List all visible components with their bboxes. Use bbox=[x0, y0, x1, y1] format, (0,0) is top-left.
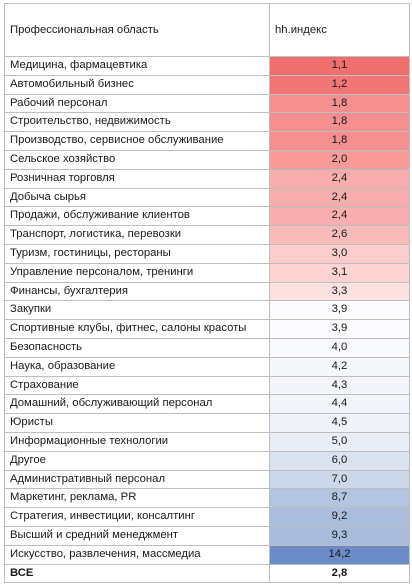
area-cell[interactable]: Маркетинг, реклама, PR bbox=[4, 488, 270, 509]
index-cell[interactable]: 1,8 bbox=[269, 93, 410, 114]
index-cell[interactable]: 9,2 bbox=[269, 507, 410, 527]
area-cell[interactable]: Автомобильный бизнес bbox=[4, 74, 270, 95]
area-cell[interactable]: Информационные технологии bbox=[4, 431, 270, 452]
area-cell[interactable]: Страхование bbox=[4, 375, 270, 396]
area-cell[interactable]: Стратегия, инвестиции, консалтинг bbox=[4, 507, 270, 527]
header-row: Профессиональная область hh.индекс bbox=[4, 3, 410, 57]
table-row: Строительство, недвижимость 1,8 bbox=[4, 112, 410, 133]
table-row: Сельское хозяйство 2,0 bbox=[4, 149, 410, 170]
index-cell[interactable]: 14,2 bbox=[269, 544, 410, 565]
table-row: Страхование 4,3 bbox=[4, 375, 410, 396]
index-cell[interactable]: 4,5 bbox=[269, 413, 410, 433]
index-cell[interactable]: 8,7 bbox=[269, 488, 410, 509]
table-row: Другое 6,0 bbox=[4, 450, 410, 471]
table-row: Высший и средний менеджмент 9,3 bbox=[4, 525, 410, 546]
index-cell[interactable]: 3,1 bbox=[269, 262, 410, 283]
table-row: Розничная торговля 2,4 bbox=[4, 168, 410, 189]
index-cell[interactable]: 5,0 bbox=[269, 431, 410, 452]
table-row: Транспорт, логистика, перевозки 2,6 bbox=[4, 225, 410, 245]
total-area-cell[interactable]: ВСЕ bbox=[4, 563, 270, 584]
area-cell[interactable]: Производство, сервисное обслуживание bbox=[4, 131, 270, 151]
total-row: ВСЕ 2,8 bbox=[4, 563, 410, 584]
area-cell[interactable]: Строительство, недвижимость bbox=[4, 112, 270, 133]
table-row: Юристы 4,5 bbox=[4, 413, 410, 433]
index-cell[interactable]: 1,1 bbox=[269, 56, 410, 76]
area-cell[interactable]: Управление персоналом, тренинги bbox=[4, 262, 270, 283]
table-row: Медицина, фармацевтика 1,1 bbox=[4, 56, 410, 76]
index-cell[interactable]: 3,3 bbox=[269, 281, 410, 302]
index-cell[interactable]: 2,4 bbox=[269, 187, 410, 208]
table-row: Искусство, развлечения, массмедиа 14,2 bbox=[4, 544, 410, 565]
area-cell[interactable]: Закупки bbox=[4, 300, 270, 321]
area-cell[interactable]: Розничная торговля bbox=[4, 168, 270, 189]
index-cell[interactable]: 3,9 bbox=[269, 300, 410, 321]
index-cell[interactable]: 3,9 bbox=[269, 319, 410, 339]
table-row: Управление персоналом, тренинги 3,1 bbox=[4, 262, 410, 283]
table-row: Добыча сырья 2,4 bbox=[4, 187, 410, 208]
area-cell[interactable]: Безопасность bbox=[4, 337, 270, 358]
area-cell[interactable]: Транспорт, логистика, перевозки bbox=[4, 225, 270, 245]
table-row: Административный персонал 7,0 bbox=[4, 469, 410, 490]
table-row: Наука, образование 4,2 bbox=[4, 356, 410, 377]
area-cell[interactable]: Домашний, обслуживающий персонал bbox=[4, 394, 270, 415]
table-row: Рабочий персонал 1,8 bbox=[4, 93, 410, 114]
index-cell[interactable]: 1,8 bbox=[269, 112, 410, 133]
table-row: Информационные технологии 5,0 bbox=[4, 431, 410, 452]
table-row: Финансы, бухгалтерия 3,3 bbox=[4, 281, 410, 302]
area-cell[interactable]: Рабочий персонал bbox=[4, 93, 270, 114]
index-cell[interactable]: 1,2 bbox=[269, 74, 410, 95]
header-area[interactable]: Профессиональная область bbox=[4, 3, 270, 57]
index-cell[interactable]: 3,0 bbox=[269, 243, 410, 264]
area-cell[interactable]: Искусство, развлечения, массмедиа bbox=[4, 544, 270, 565]
index-cell[interactable]: 2,4 bbox=[269, 206, 410, 227]
table-row: Автомобильный бизнес 1,2 bbox=[4, 74, 410, 95]
total-index-cell[interactable]: 2,8 bbox=[269, 563, 410, 584]
area-cell[interactable]: Юристы bbox=[4, 413, 270, 433]
area-cell[interactable]: Финансы, бухгалтерия bbox=[4, 281, 270, 302]
area-cell[interactable]: Административный персонал bbox=[4, 469, 270, 490]
index-cell[interactable]: 4,3 bbox=[269, 375, 410, 396]
area-cell[interactable]: Наука, образование bbox=[4, 356, 270, 377]
index-cell[interactable]: 9,3 bbox=[269, 525, 410, 546]
table-row: Маркетинг, реклама, PR 8,7 bbox=[4, 488, 410, 509]
index-cell[interactable]: 6,0 bbox=[269, 450, 410, 471]
area-cell[interactable]: Медицина, фармацевтика bbox=[4, 56, 270, 76]
area-cell[interactable]: Высший и средний менеджмент bbox=[4, 525, 270, 546]
area-cell[interactable]: Сельское хозяйство bbox=[4, 149, 270, 170]
table-row: Безопасность 4,0 bbox=[4, 337, 410, 358]
table-row: Стратегия, инвестиции, консалтинг 9,2 bbox=[4, 507, 410, 527]
table-row: Спортивные клубы, фитнес, салоны красоты… bbox=[4, 319, 410, 339]
index-cell[interactable]: 2,0 bbox=[269, 149, 410, 170]
area-cell[interactable]: Спортивные клубы, фитнес, салоны красоты bbox=[4, 319, 270, 339]
table-row: Производство, сервисное обслуживание 1,8 bbox=[4, 131, 410, 151]
hh-index-table: Профессиональная область hh.индекс Медиц… bbox=[4, 3, 410, 584]
area-cell[interactable]: Продажи, обслуживание клиентов bbox=[4, 206, 270, 227]
table-row: Туризм, гостиницы, рестораны 3,0 bbox=[4, 243, 410, 264]
index-cell[interactable]: 2,4 bbox=[269, 168, 410, 189]
header-index[interactable]: hh.индекс bbox=[269, 3, 410, 57]
index-cell[interactable]: 4,4 bbox=[269, 394, 410, 415]
index-cell[interactable]: 4,2 bbox=[269, 356, 410, 377]
area-cell[interactable]: Туризм, гостиницы, рестораны bbox=[4, 243, 270, 264]
table-row: Домашний, обслуживающий персонал 4,4 bbox=[4, 394, 410, 415]
area-cell[interactable]: Другое bbox=[4, 450, 270, 471]
table-row: Продажи, обслуживание клиентов 2,4 bbox=[4, 206, 410, 227]
index-cell[interactable]: 7,0 bbox=[269, 469, 410, 490]
index-cell[interactable]: 1,8 bbox=[269, 131, 410, 151]
index-cell[interactable]: 2,6 bbox=[269, 225, 410, 245]
table-row: Закупки 3,9 bbox=[4, 300, 410, 321]
area-cell[interactable]: Добыча сырья bbox=[4, 187, 270, 208]
index-cell[interactable]: 4,0 bbox=[269, 337, 410, 358]
